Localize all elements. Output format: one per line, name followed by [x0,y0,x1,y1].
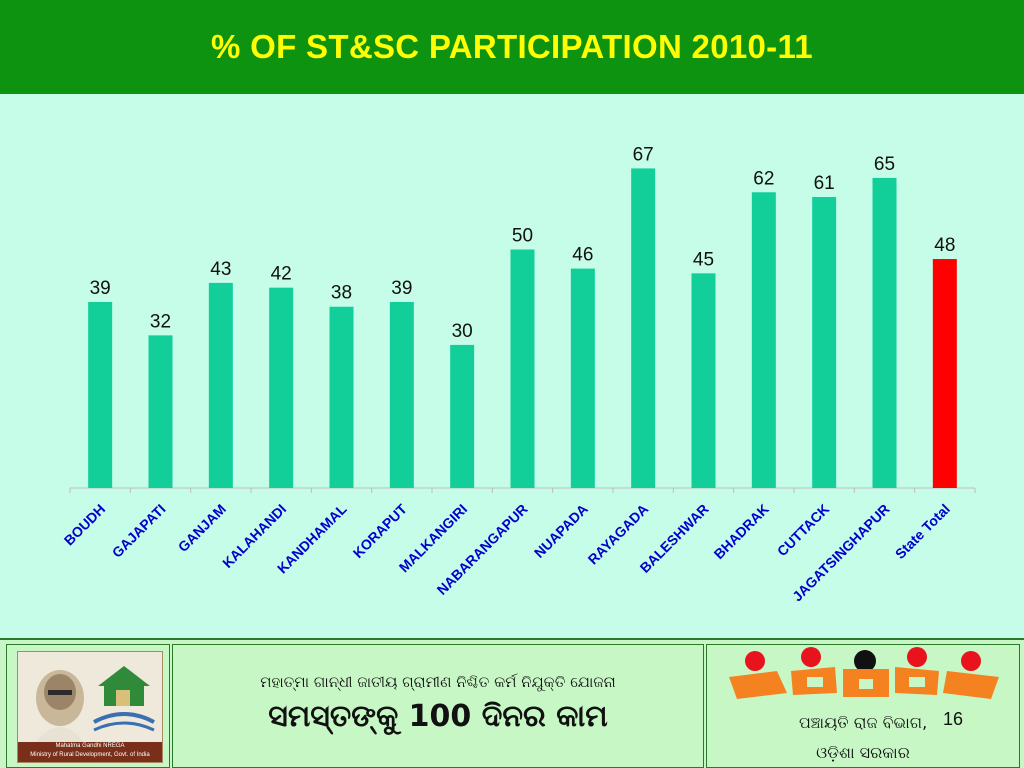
data-label: 30 [452,321,473,342]
footer-slogan-cell: ମହାତ୍ମା ଗାନ୍ଧୀ ଜାତୀୟ ଗ୍ରାମୀଣ ନିଶ୍ଚିତ କର୍… [172,644,704,768]
data-label: 67 [633,144,654,165]
bar-state-total [932,259,957,488]
bar [329,306,354,488]
page-number: 16 [943,709,964,729]
nrega-logo: Mahatma Gandhi NREGA Ministry of Rural D… [17,651,163,763]
bar [389,301,414,488]
nrega-banner: Mahatma Gandhi NREGA Ministry of Rural D… [18,742,162,762]
data-label: 46 [572,245,593,266]
category-label: BHADRAK [711,501,772,562]
slogan: ସମସ୍ତଙ୍କୁ 100 ଦିନର କାମ [268,699,608,734]
bar [88,301,113,488]
category-label: KORAPUT [350,501,411,562]
bar [269,287,294,488]
category-label: BOUDH [61,501,109,549]
footer: Mahatma Gandhi NREGA Ministry of Rural D… [0,638,1024,768]
state-govt: ଓଡ଼ିଶା ସରକାର [816,743,910,762]
category-label: GANJAM [175,501,229,555]
page-title: % OF ST&SC PARTICIPATION 2010-11 [211,28,813,65]
data-label: 39 [90,278,111,299]
data-label: 61 [814,173,835,194]
data-label: 48 [934,235,955,256]
bar [510,249,535,488]
panchayati-raj-logo-icon [729,647,999,699]
bar [751,192,776,488]
bar [691,273,716,488]
data-label: 38 [331,283,352,304]
logo-caption-2: Ministry of Rural Development, Govt. of … [30,752,150,758]
title-bar: % OF ST&SC PARTICIPATION 2010-11 [0,0,1024,94]
dept-name: ପଞ୍ଚାୟତି ରାଜ ବିଭାଗ, [798,713,928,732]
category-label: GAJAPATI [109,501,169,561]
bar [148,335,173,488]
category-label: RAYAGADA [585,501,652,568]
category-label: State Total [892,501,953,562]
bar [812,197,837,488]
bar [208,282,233,488]
data-label: 62 [753,168,774,189]
footer-logo-cell: Mahatma Gandhi NREGA Ministry of Rural D… [6,644,170,768]
data-label: 45 [693,249,714,270]
category-label: NUAPADA [531,501,591,561]
gandhi-portrait-icon [18,652,162,742]
bar-chart: 39BOUDH32GAJAPATI43GANJAM42KALAHANDI38KA… [61,144,976,604]
category-label: CUTTACK [774,501,832,559]
bar [872,177,897,488]
data-label: 42 [271,264,292,285]
logo-caption-1: Mahatma Gandhi NREGA [55,743,125,749]
data-label: 39 [391,278,412,299]
data-label: 43 [210,259,231,280]
footer-dept-cell: ପଞ୍ଚାୟତି ରାଜ ବିଭାଗ, ଓଡ଼ିଶା ସରକାର 16 [706,644,1020,768]
data-label: 32 [150,311,171,332]
scheme-name: ମହାତ୍ମା ଗାନ୍ଧୀ ଜାତୀୟ ଗ୍ରାମୀଣ ନିଶ୍ଚିତ କର୍… [260,673,616,691]
bar [631,168,656,488]
data-label: 50 [512,226,533,247]
data-label: 65 [874,154,895,175]
bar [450,344,475,488]
bar [570,268,595,488]
